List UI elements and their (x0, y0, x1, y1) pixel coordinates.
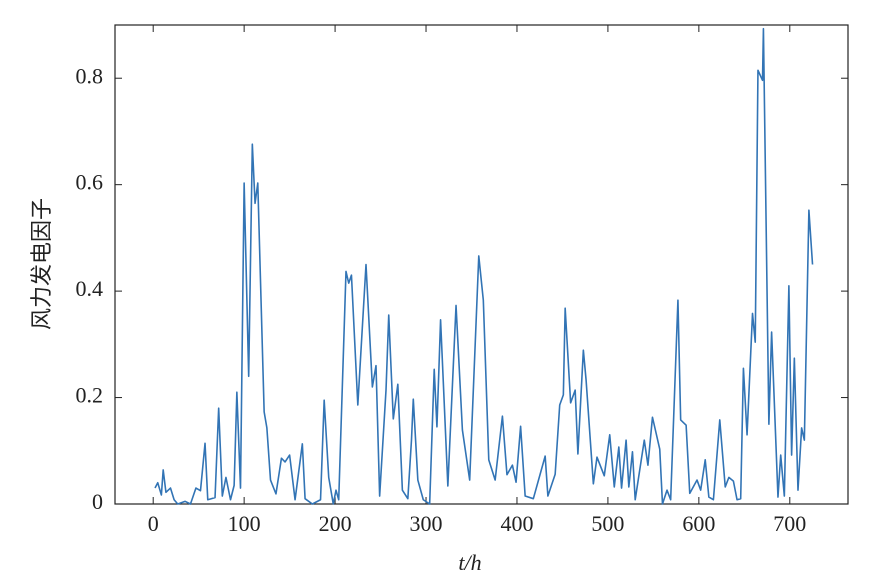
y-axis-label: 风力发电因子 (29, 198, 54, 330)
x-tick-label: 100 (228, 511, 261, 536)
x-axis-label: t/h (458, 550, 481, 575)
y-tick-label: 0 (92, 489, 103, 514)
y-tick-label: 0.4 (76, 276, 104, 301)
y-tick-label: 0.2 (76, 383, 104, 408)
x-tick-label: 0 (148, 511, 159, 536)
x-tick-label: 500 (591, 511, 624, 536)
x-tick-label: 200 (319, 511, 352, 536)
x-tick-label: 300 (410, 511, 443, 536)
y-tick-label: 0.6 (76, 170, 104, 195)
data-line (154, 27, 814, 505)
x-tick-label: 400 (500, 511, 533, 536)
plot-frame (114, 24, 849, 505)
x-tick-label: 600 (682, 511, 715, 536)
x-tick-label: 700 (773, 511, 806, 536)
y-tick-label: 0.8 (76, 63, 104, 88)
